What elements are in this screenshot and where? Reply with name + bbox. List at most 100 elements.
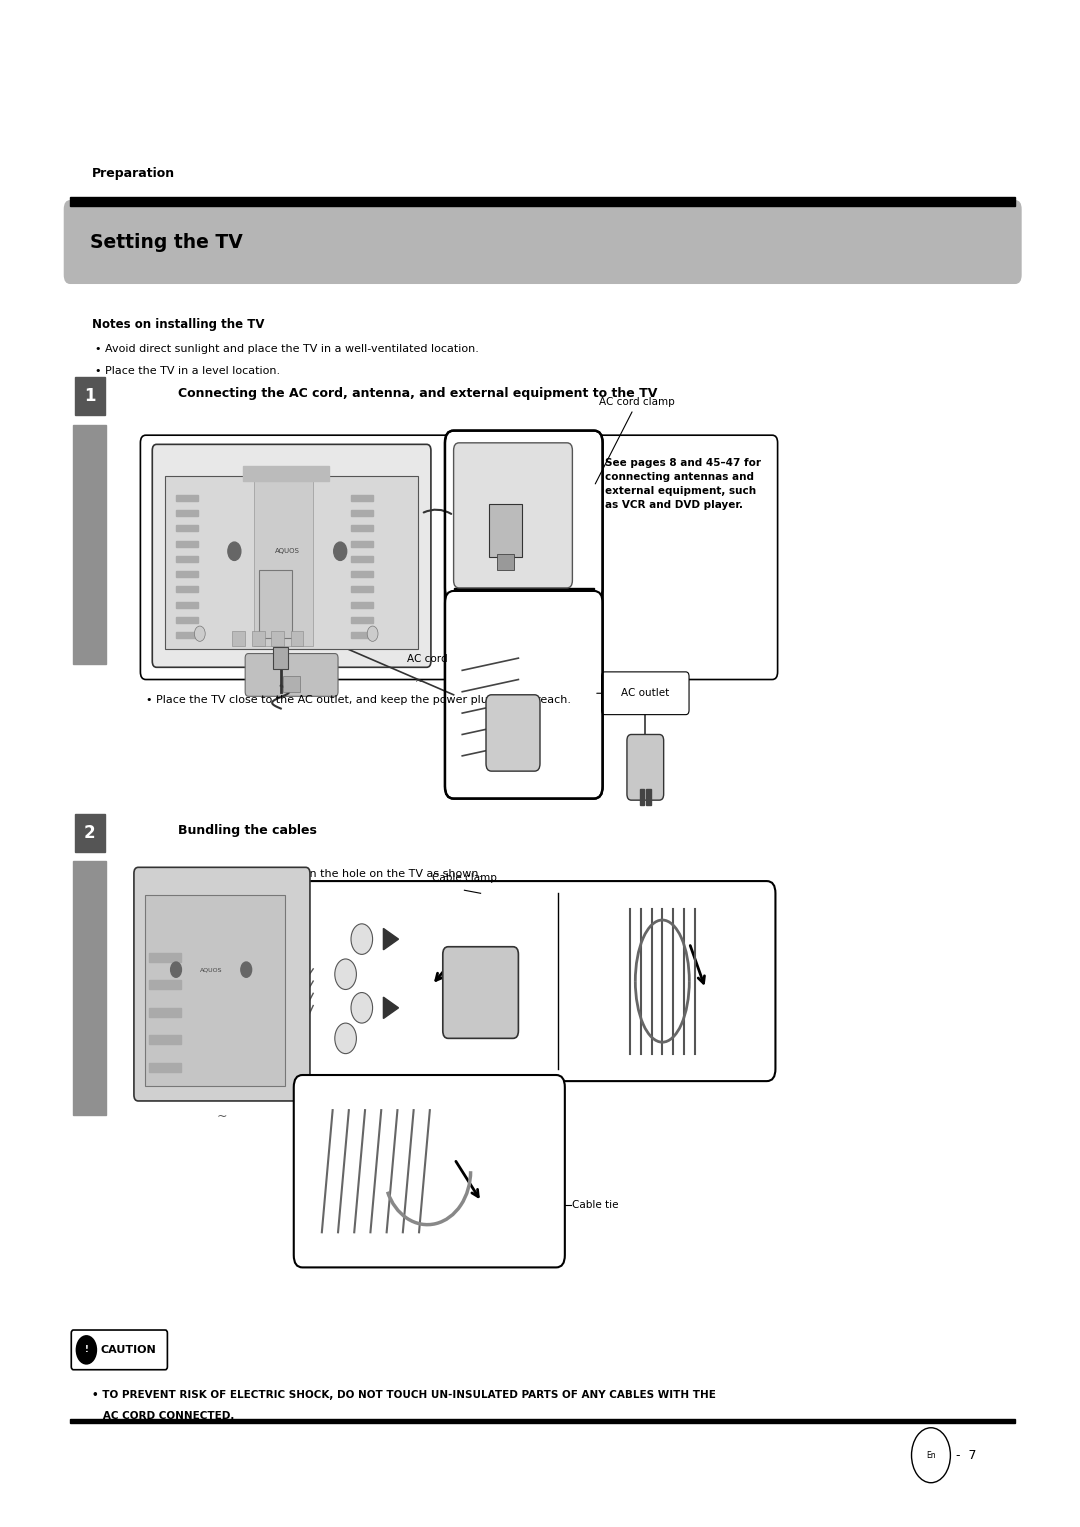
Text: Bundling the cables: Bundling the cables <box>178 825 318 837</box>
Text: AQUOS: AQUOS <box>201 967 222 973</box>
Bar <box>70 197 1015 206</box>
Text: See pages 8 and 45–47 for
connecting antennas and
external equipment, such
as VC: See pages 8 and 45–47 for connecting ant… <box>605 458 760 510</box>
Text: Insert the cable clamp in the hole on the TV as shown.: Insert the cable clamp in the hole on th… <box>178 869 483 880</box>
Bar <box>291 631 303 646</box>
Text: CAUTION: CAUTION <box>100 1345 157 1354</box>
Text: AC CORD CONNECTED.: AC CORD CONNECTED. <box>92 1411 234 1422</box>
Bar <box>70 1419 1015 1423</box>
Text: AC cord: AC cord <box>407 654 448 664</box>
Bar <box>351 632 373 638</box>
Bar <box>165 476 418 649</box>
Bar <box>176 510 198 516</box>
Circle shape <box>171 962 181 977</box>
FancyBboxPatch shape <box>64 200 1022 284</box>
FancyBboxPatch shape <box>152 444 431 667</box>
Text: En: En <box>927 1451 935 1460</box>
Bar <box>454 588 594 596</box>
Bar <box>232 631 245 646</box>
Bar <box>176 556 198 562</box>
Bar <box>73 425 106 664</box>
Bar <box>149 1063 181 1072</box>
Circle shape <box>351 993 373 1023</box>
Bar <box>176 495 198 501</box>
Circle shape <box>335 959 356 989</box>
Text: 1: 1 <box>84 388 95 405</box>
FancyBboxPatch shape <box>443 947 518 1038</box>
Bar <box>176 632 198 638</box>
Bar <box>75 377 105 415</box>
Text: Connecting the AC cord, antenna, and external equipment to the TV: Connecting the AC cord, antenna, and ext… <box>178 388 658 400</box>
Text: !: ! <box>84 1345 89 1354</box>
Bar <box>176 617 198 623</box>
Circle shape <box>241 962 252 977</box>
Circle shape <box>351 924 373 954</box>
Circle shape <box>367 626 378 641</box>
FancyBboxPatch shape <box>486 695 540 771</box>
FancyBboxPatch shape <box>71 1330 167 1370</box>
Bar <box>149 1008 181 1017</box>
Bar <box>75 814 105 852</box>
FancyBboxPatch shape <box>627 734 663 800</box>
Bar <box>254 466 313 646</box>
Circle shape <box>77 1336 96 1364</box>
Text: Notes on installing the TV: Notes on installing the TV <box>92 318 265 331</box>
Bar <box>149 953 181 962</box>
Text: • Place the TV close to the AC outlet, and keep the power plug within reach.: • Place the TV close to the AC outlet, a… <box>146 695 571 705</box>
Bar <box>351 571 373 577</box>
FancyBboxPatch shape <box>140 435 778 680</box>
Circle shape <box>334 542 347 560</box>
Text: AC outlet: AC outlet <box>621 689 670 698</box>
FancyBboxPatch shape <box>294 881 775 1081</box>
Bar <box>176 602 198 608</box>
Bar <box>489 504 522 557</box>
Text: • TO PREVENT RISK OF ELECTRIC SHOCK, DO NOT TOUCH UN-INSULATED PARTS OF ANY CABL: • TO PREVENT RISK OF ELECTRIC SHOCK, DO … <box>92 1390 716 1400</box>
Bar <box>73 861 106 1115</box>
Bar <box>243 466 329 481</box>
Bar <box>351 541 373 547</box>
Bar <box>176 586 198 592</box>
Text: ~: ~ <box>217 1110 227 1124</box>
Circle shape <box>335 1023 356 1054</box>
Text: AQUOS: AQUOS <box>274 548 300 554</box>
Circle shape <box>912 1428 950 1483</box>
Text: Cable clamp: Cable clamp <box>432 872 497 883</box>
Text: -  7: - 7 <box>956 1449 976 1461</box>
FancyBboxPatch shape <box>445 591 603 799</box>
FancyBboxPatch shape <box>445 431 603 600</box>
Bar <box>149 1035 181 1044</box>
Text: AC cord clamp: AC cord clamp <box>595 397 675 484</box>
Bar <box>145 895 285 1086</box>
Bar <box>259 570 292 638</box>
Bar <box>351 617 373 623</box>
Bar <box>646 789 650 805</box>
Bar <box>351 602 373 608</box>
Circle shape <box>228 542 241 560</box>
Bar <box>351 586 373 592</box>
Text: Cable tie: Cable tie <box>572 1200 619 1209</box>
Polygon shape <box>383 928 399 950</box>
FancyBboxPatch shape <box>602 672 689 715</box>
Bar <box>149 980 181 989</box>
Text: • Avoid direct sunlight and place the TV in a well-ventilated location.: • Avoid direct sunlight and place the TV… <box>95 344 478 354</box>
Bar <box>283 676 300 692</box>
Bar <box>273 647 288 669</box>
Bar <box>351 556 373 562</box>
Bar <box>639 789 644 805</box>
Bar <box>497 554 514 570</box>
Bar <box>176 571 198 577</box>
Text: Setting the TV: Setting the TV <box>90 232 242 252</box>
Bar <box>252 631 265 646</box>
Bar <box>351 510 373 516</box>
Bar <box>271 631 284 646</box>
FancyBboxPatch shape <box>454 443 572 588</box>
Bar <box>176 541 198 547</box>
Text: ~: ~ <box>415 676 423 687</box>
Text: • Place the TV in a level location.: • Place the TV in a level location. <box>95 365 280 376</box>
FancyBboxPatch shape <box>294 1075 565 1267</box>
FancyBboxPatch shape <box>245 654 338 696</box>
Bar <box>351 525 373 531</box>
Bar <box>351 495 373 501</box>
Bar <box>176 525 198 531</box>
Polygon shape <box>383 997 399 1019</box>
Circle shape <box>194 626 205 641</box>
